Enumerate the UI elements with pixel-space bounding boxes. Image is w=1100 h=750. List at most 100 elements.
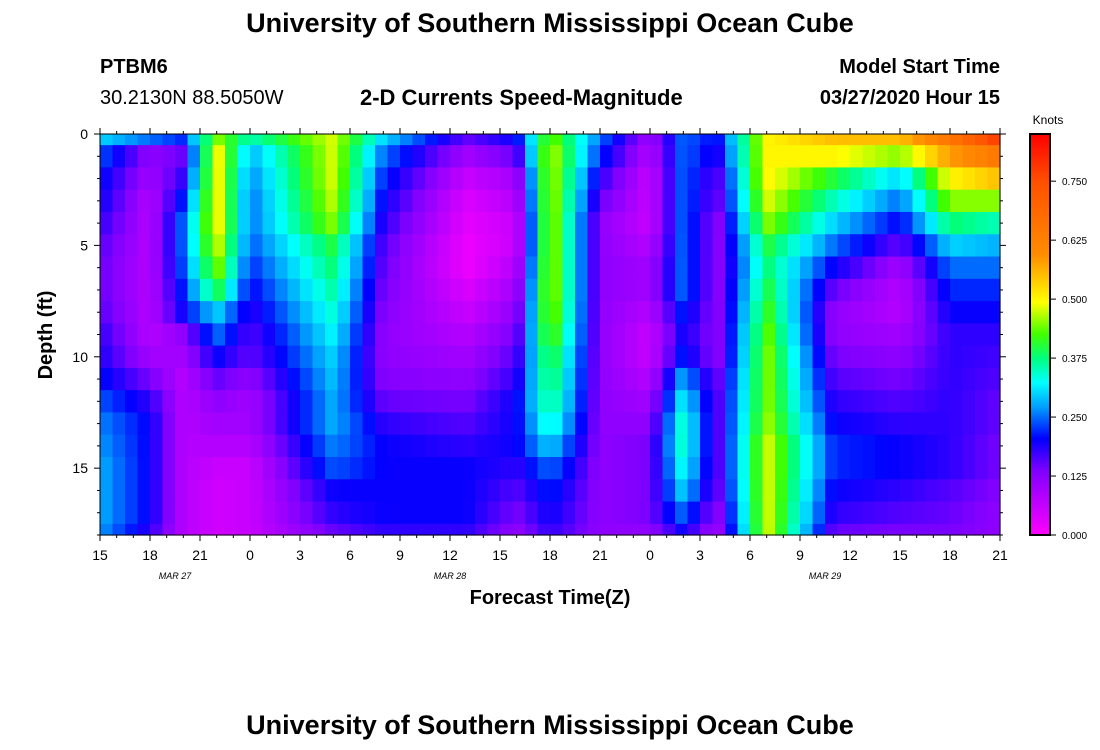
heatmap-cell bbox=[987, 412, 1001, 436]
heatmap-cell bbox=[175, 434, 189, 458]
heatmap-cell bbox=[650, 367, 664, 391]
heatmap-cell bbox=[900, 479, 914, 503]
heatmap-cell bbox=[775, 479, 789, 503]
heatmap-cell bbox=[237, 134, 251, 146]
heatmap-cell bbox=[200, 434, 214, 458]
heatmap-cell bbox=[350, 390, 364, 414]
heatmap-cell bbox=[125, 501, 139, 525]
heatmap-cell bbox=[825, 134, 839, 146]
colorbar-label: Knots bbox=[1033, 113, 1064, 127]
heatmap-cell bbox=[850, 367, 864, 391]
heatmap-cell bbox=[675, 134, 689, 146]
heatmap-cell bbox=[850, 501, 864, 525]
heatmap-cell bbox=[675, 189, 689, 213]
heatmap-cell bbox=[112, 323, 126, 347]
heatmap-cell bbox=[612, 167, 626, 191]
heatmap-cell bbox=[225, 523, 239, 536]
heatmap-cell bbox=[712, 145, 726, 169]
heatmap-cell bbox=[287, 345, 301, 369]
heatmap-cell bbox=[987, 434, 1001, 458]
heatmap-cell bbox=[200, 134, 214, 146]
heatmap-cell bbox=[612, 523, 626, 536]
heatmap-cell bbox=[562, 189, 576, 213]
heatmap-cell bbox=[950, 412, 964, 436]
heatmap-cell bbox=[987, 367, 1001, 391]
heatmap-cell bbox=[212, 134, 226, 146]
heatmap-cell bbox=[825, 234, 839, 258]
heatmap-cell bbox=[800, 412, 814, 436]
heatmap-cell bbox=[100, 278, 114, 302]
heatmap-cell bbox=[437, 278, 451, 302]
heatmap-cell bbox=[412, 412, 426, 436]
heatmap-cell bbox=[562, 234, 576, 258]
heatmap-cell bbox=[825, 390, 839, 414]
heatmap-cell bbox=[200, 167, 214, 191]
heatmap-cell bbox=[537, 323, 551, 347]
heatmap-cell bbox=[775, 189, 789, 213]
heatmap-cell bbox=[500, 434, 514, 458]
heatmap-cell bbox=[375, 134, 389, 146]
heatmap-cell bbox=[875, 501, 889, 525]
heatmap-cell bbox=[787, 278, 801, 302]
heatmap-cell bbox=[612, 134, 626, 146]
heatmap-cell bbox=[662, 345, 676, 369]
heatmap-cell bbox=[450, 457, 464, 480]
heatmap-cell bbox=[562, 301, 576, 324]
heatmap-cell bbox=[312, 434, 326, 458]
heatmap-cell bbox=[862, 167, 876, 191]
heatmap-cell bbox=[237, 145, 251, 169]
heatmap-cell bbox=[212, 301, 226, 324]
heatmap-cell bbox=[537, 367, 551, 391]
heatmap-cell bbox=[725, 501, 739, 525]
heatmap-cell bbox=[187, 145, 201, 169]
heatmap-cell bbox=[487, 234, 501, 258]
heatmap-cell bbox=[762, 189, 776, 213]
heatmap-cell bbox=[912, 211, 926, 235]
heatmap-cell bbox=[712, 457, 726, 480]
heatmap-cell bbox=[537, 145, 551, 169]
heatmap-cell bbox=[562, 278, 576, 302]
heatmap-cell bbox=[650, 145, 664, 169]
heatmap-cell bbox=[887, 134, 901, 146]
heatmap-cell bbox=[637, 479, 651, 503]
heatmap-cell bbox=[262, 189, 276, 213]
heatmap-cell bbox=[287, 457, 301, 480]
heatmap-cell bbox=[437, 256, 451, 280]
heatmap-cell bbox=[925, 501, 939, 525]
heatmap-cell bbox=[675, 234, 689, 258]
heatmap-cell bbox=[750, 523, 764, 536]
heatmap-cell bbox=[712, 390, 726, 414]
heatmap-cell bbox=[725, 434, 739, 458]
heatmap-cell bbox=[875, 145, 889, 169]
heatmap-cell bbox=[275, 390, 289, 414]
heatmap-cell bbox=[262, 367, 276, 391]
heatmap-cell bbox=[862, 523, 876, 536]
heatmap-cell bbox=[625, 367, 639, 391]
heatmap-cell bbox=[162, 167, 176, 191]
heatmap-cell bbox=[187, 412, 201, 436]
heatmap-cell bbox=[787, 211, 801, 235]
heatmap-cell bbox=[650, 323, 664, 347]
heatmap-cell bbox=[762, 367, 776, 391]
heatmap-cell bbox=[512, 412, 526, 436]
date-label: MAR 29 bbox=[809, 571, 842, 581]
heatmap-cell bbox=[762, 412, 776, 436]
heatmap-cell bbox=[687, 278, 701, 302]
heatmap-cell bbox=[675, 167, 689, 191]
heatmap-cell bbox=[512, 523, 526, 536]
heatmap-cell bbox=[450, 412, 464, 436]
heatmap-cell bbox=[625, 323, 639, 347]
heatmap-cell bbox=[662, 479, 676, 503]
heatmap-cell bbox=[387, 189, 401, 213]
heatmap-cell bbox=[225, 457, 239, 480]
heatmap-cell bbox=[425, 523, 439, 536]
heatmap-cell bbox=[700, 234, 714, 258]
heatmap-cell bbox=[275, 457, 289, 480]
heatmap-cell bbox=[712, 501, 726, 525]
heatmap-cell bbox=[775, 211, 789, 235]
heatmap-cell bbox=[187, 134, 201, 146]
heatmap-cell bbox=[462, 412, 476, 436]
heatmap-cell bbox=[225, 323, 239, 347]
heatmap-cell bbox=[237, 390, 251, 414]
heatmap-cell bbox=[850, 167, 864, 191]
